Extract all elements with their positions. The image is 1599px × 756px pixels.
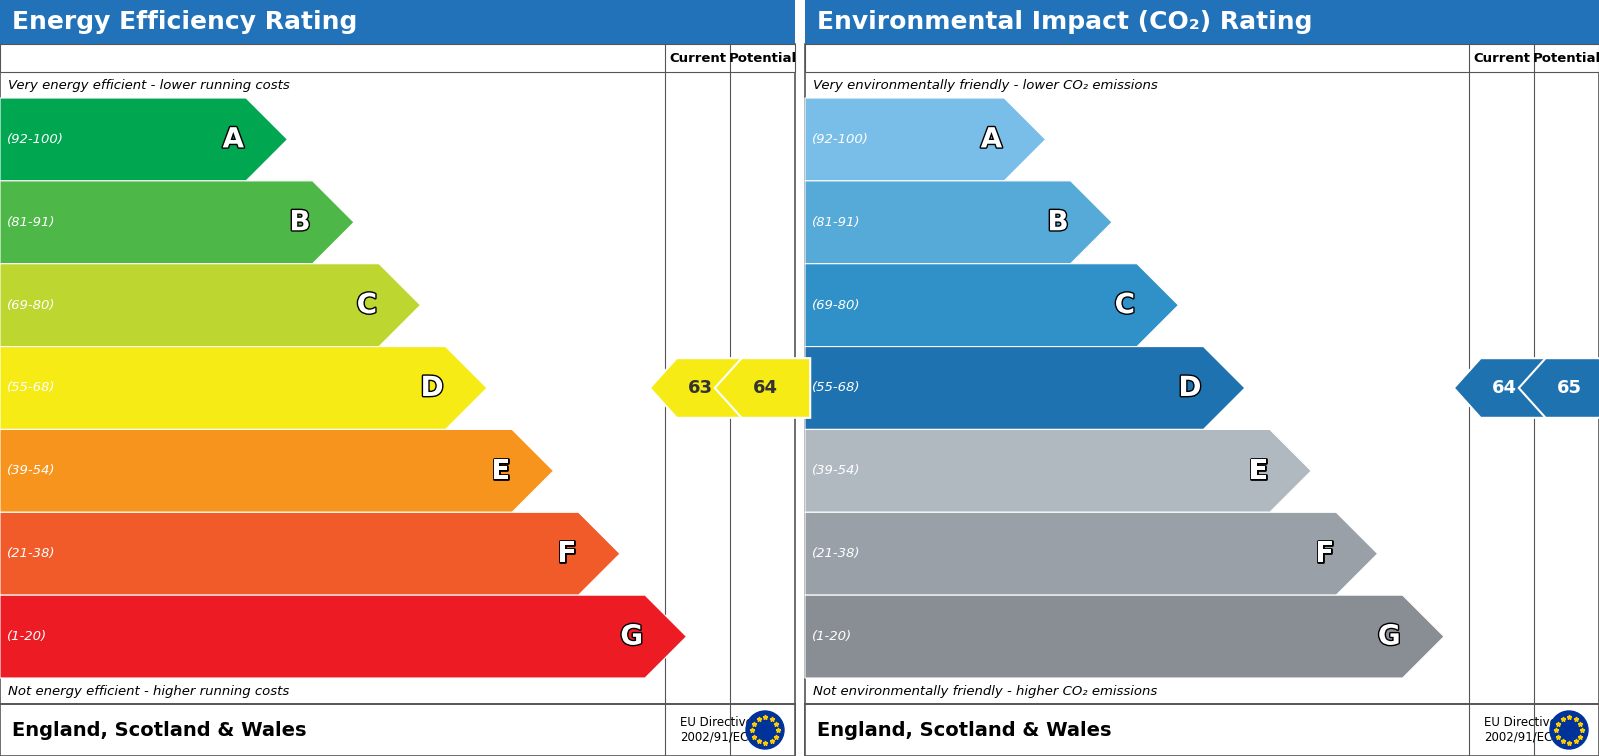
Text: Current: Current: [1473, 51, 1530, 64]
Text: Energy Efficiency Rating: Energy Efficiency Rating: [13, 10, 357, 34]
Text: Potential: Potential: [1532, 51, 1599, 64]
Text: EU Directive
2002/91/EC: EU Directive 2002/91/EC: [1484, 716, 1557, 744]
Text: A: A: [222, 125, 245, 153]
Bar: [0, 0, 795, 44]
Text: (1-20): (1-20): [6, 630, 46, 643]
Polygon shape: [804, 346, 1246, 429]
Circle shape: [747, 711, 784, 749]
Text: England, Scotland & Wales: England, Scotland & Wales: [13, 720, 307, 739]
Polygon shape: [0, 346, 488, 429]
Polygon shape: [0, 429, 553, 513]
Polygon shape: [804, 98, 1046, 181]
Text: Not environmentally friendly - higher CO₂ emissions: Not environmentally friendly - higher CO…: [812, 684, 1158, 698]
Text: 65: 65: [1557, 379, 1581, 397]
Polygon shape: [0, 264, 421, 346]
Text: F: F: [558, 540, 577, 568]
Text: A: A: [980, 125, 1003, 153]
Text: 63: 63: [688, 379, 713, 397]
Text: B: B: [289, 209, 310, 237]
Text: E: E: [491, 457, 510, 485]
Circle shape: [1549, 711, 1588, 749]
Polygon shape: [715, 358, 811, 418]
Text: (92-100): (92-100): [812, 133, 868, 146]
Bar: [804, 44, 1599, 72]
Text: (69-80): (69-80): [6, 299, 56, 311]
Text: (92-100): (92-100): [6, 133, 64, 146]
Text: England, Scotland & Wales: England, Scotland & Wales: [817, 720, 1111, 739]
Polygon shape: [804, 595, 1444, 678]
Bar: [804, 44, 1599, 756]
Polygon shape: [804, 181, 1111, 264]
Text: G: G: [1378, 623, 1401, 651]
Text: Not energy efficient - higher running costs: Not energy efficient - higher running co…: [8, 684, 289, 698]
Text: (39-54): (39-54): [6, 464, 56, 477]
Text: Potential: Potential: [729, 51, 796, 64]
Polygon shape: [804, 264, 1178, 346]
Polygon shape: [0, 513, 620, 595]
Text: Current: Current: [668, 51, 726, 64]
Text: G: G: [620, 623, 643, 651]
Text: (55-68): (55-68): [812, 382, 860, 395]
Text: B: B: [1047, 209, 1068, 237]
Text: D: D: [421, 374, 443, 402]
Text: Very energy efficient - lower running costs: Very energy efficient - lower running co…: [8, 79, 289, 91]
Bar: [0, 704, 795, 756]
Text: (81-91): (81-91): [6, 215, 56, 229]
Polygon shape: [1453, 358, 1549, 418]
Bar: [804, 704, 1599, 756]
Text: C: C: [357, 291, 377, 319]
Text: (69-80): (69-80): [812, 299, 860, 311]
Text: (55-68): (55-68): [6, 382, 56, 395]
Text: (21-38): (21-38): [812, 547, 860, 560]
Text: D: D: [1178, 374, 1201, 402]
Polygon shape: [0, 98, 288, 181]
Polygon shape: [649, 358, 745, 418]
Bar: [0, 44, 795, 756]
Bar: [0, 44, 795, 72]
Text: (39-54): (39-54): [812, 464, 860, 477]
Polygon shape: [0, 181, 353, 264]
Polygon shape: [0, 595, 686, 678]
Text: EU Directive
2002/91/EC: EU Directive 2002/91/EC: [680, 716, 753, 744]
Text: 64: 64: [753, 379, 777, 397]
Polygon shape: [1519, 358, 1599, 418]
Text: (1-20): (1-20): [812, 630, 852, 643]
Polygon shape: [804, 513, 1378, 595]
Text: (81-91): (81-91): [812, 215, 860, 229]
Text: F: F: [1316, 540, 1334, 568]
Text: C: C: [1115, 291, 1135, 319]
Text: (21-38): (21-38): [6, 547, 56, 560]
Text: Environmental Impact (CO₂) Rating: Environmental Impact (CO₂) Rating: [817, 10, 1313, 34]
Polygon shape: [804, 429, 1311, 513]
Text: E: E: [1249, 457, 1268, 485]
Text: 64: 64: [1492, 379, 1517, 397]
Text: Very environmentally friendly - lower CO₂ emissions: Very environmentally friendly - lower CO…: [812, 79, 1158, 91]
Bar: [804, 0, 1599, 44]
